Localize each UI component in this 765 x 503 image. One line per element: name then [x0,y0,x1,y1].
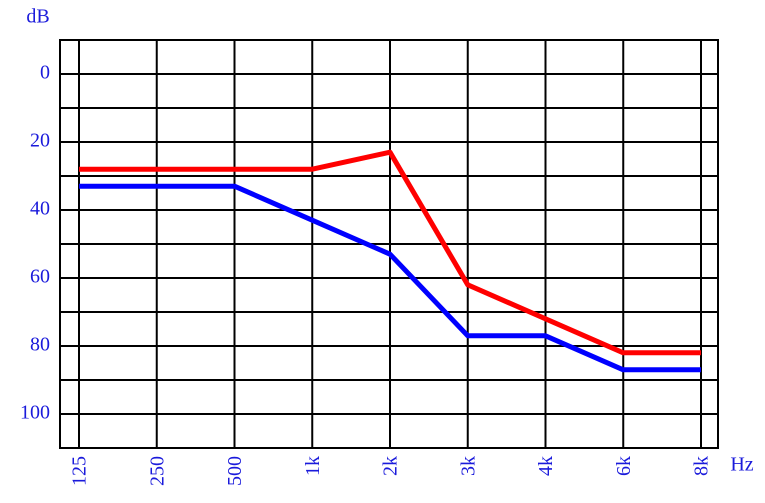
x-tick-label: 8k [691,456,713,476]
data-line [79,149,701,356]
x-tick-label: 125 [69,456,91,486]
y-axis-label: dB [26,6,49,28]
y-tick-label: 80 [30,334,50,356]
y-tick-label: 100 [20,402,50,424]
x-tick-label: 4k [535,456,557,476]
x-tick-label: 500 [224,456,246,486]
x-axis-label: Hz [730,454,753,476]
x-tick-label: 3k [457,456,479,476]
x-tick-label: 1k [302,456,324,476]
y-tick-label: 40 [30,198,50,220]
x-tick-label: 6k [613,456,635,476]
data-line [79,183,701,373]
x-tick-label: 250 [146,456,168,486]
x-tick-label: 2k [380,456,402,476]
y-tick-label: 20 [30,130,50,152]
y-tick-label: 0 [40,62,50,84]
y-tick-label: 60 [30,266,50,288]
